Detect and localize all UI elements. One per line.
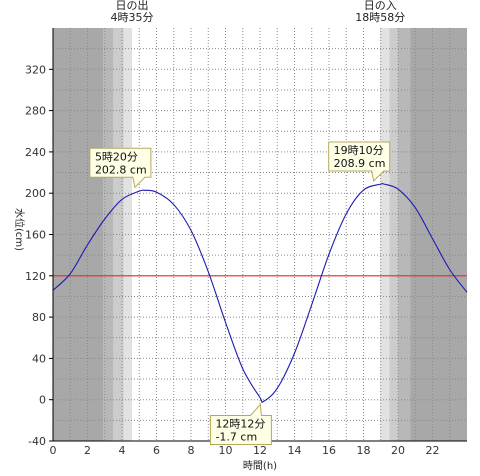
y-tick-label: 200 xyxy=(25,187,46,200)
sunset-time: 18時58分 xyxy=(355,11,405,24)
annotation-level: -1.7 cm xyxy=(215,430,257,443)
series-line xyxy=(52,182,468,403)
twilight-band xyxy=(123,28,133,441)
callout-box xyxy=(89,147,152,189)
twilight-band xyxy=(380,28,390,441)
annotation-low: 12時12分 -1.7 cm xyxy=(209,403,272,445)
y-tick-label: 240 xyxy=(25,146,46,159)
annotation-level: 202.8 cm xyxy=(95,163,147,176)
x-tick-labels: 0 2 4 6 8 10 12 14 16 18 20 22 xyxy=(50,444,440,457)
x-tick-label: 2 xyxy=(84,444,91,457)
x-tick-label: 16 xyxy=(322,444,336,457)
x-axis-label: 時間(h) xyxy=(243,460,277,472)
annotation-level: 208.9 cm xyxy=(334,157,386,170)
y-tick-label: 280 xyxy=(25,105,46,118)
x-tick-label: 8 xyxy=(188,444,195,457)
annotation-high-2: 19時10分 208.9 cm xyxy=(328,141,391,183)
sun-labels: 日の出 4時35分 日の入 18時58分 xyxy=(111,0,406,24)
y-tick-label: 120 xyxy=(25,270,46,283)
x-tick-label: 4 xyxy=(119,444,126,457)
y-tick-label: 320 xyxy=(25,63,46,76)
annotation-time: 19時10分 xyxy=(334,144,384,157)
x-tick-label: 6 xyxy=(153,444,160,457)
x-tick-label: 22 xyxy=(426,444,440,457)
callout-box xyxy=(328,141,391,183)
annotation-time: 12時12分 xyxy=(215,417,265,430)
twilight-band xyxy=(389,28,398,441)
x-tick-label: 12 xyxy=(253,444,267,457)
y-tick-label: 0 xyxy=(39,394,46,407)
sunrise-title: 日の出 xyxy=(116,0,149,12)
y-tick-label: 160 xyxy=(25,229,46,242)
y-tick-label: 40 xyxy=(32,352,46,365)
annotation-time: 5時20分 xyxy=(95,150,138,163)
series-group xyxy=(52,182,468,403)
y-tick-label: -40 xyxy=(28,435,46,448)
sunset-title: 日の入 xyxy=(364,0,397,12)
x-tick-label: 0 xyxy=(50,444,57,457)
twilight-band xyxy=(103,28,114,441)
twilight-band xyxy=(113,28,124,441)
annotation-high-1: 5時20分 202.8 cm xyxy=(89,147,152,189)
x-tick-label: 18 xyxy=(357,444,371,457)
y-tick-labels: -40 0 40 80 120 160 200 240 280 320 xyxy=(25,63,53,448)
x-tick-label: 14 xyxy=(288,444,302,457)
y-axis-label: 水位(cm) xyxy=(13,208,26,251)
x-tick-label: 20 xyxy=(391,444,405,457)
sunrise-time: 4時35分 xyxy=(111,11,154,24)
y-tick-label: 80 xyxy=(32,311,46,324)
x-tick-label: 10 xyxy=(219,444,233,457)
annotations: 5時20分 202.8 cm 12時12分 -1.7 cm 19時10分 208… xyxy=(89,141,391,445)
callout-box xyxy=(209,403,272,445)
